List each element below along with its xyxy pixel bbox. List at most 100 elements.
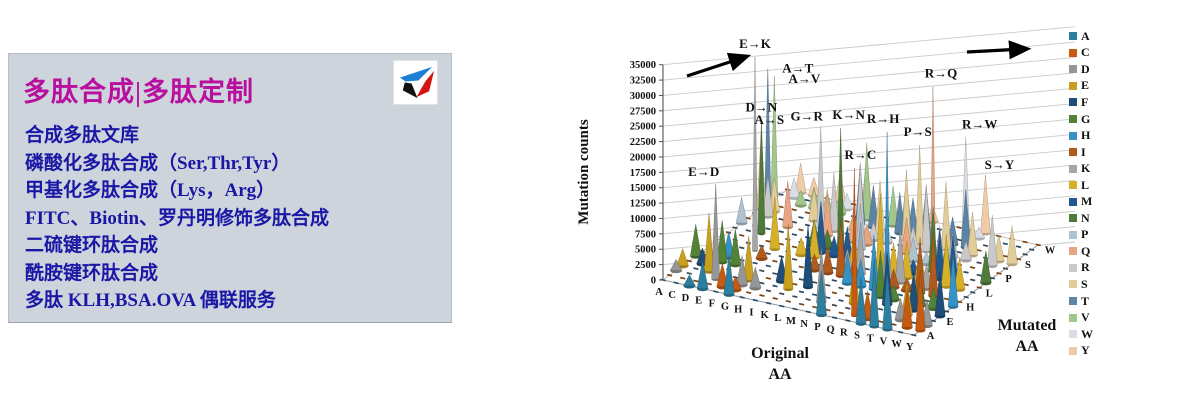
zero-cell-dash	[791, 233, 798, 236]
service-item-phosphorylated[interactable]: 磷酸化多肽合成（Ser,Thr,Tyr）	[25, 152, 291, 174]
service-item-methylated[interactable]: 甲基化多肽合成（Lys，Arg）	[25, 180, 276, 201]
legend-swatch-K	[1069, 164, 1077, 173]
service-item-fitc-biotin[interactable]: FITC、Biotin、罗丹明修饰多肽合成	[25, 207, 330, 229]
original-letter: R	[840, 328, 848, 339]
original-letter: N	[800, 319, 808, 330]
legend-swatch-I	[1069, 148, 1077, 157]
annotation-label: P→S	[904, 124, 932, 139]
gridline	[662, 133, 1076, 173]
cone	[757, 119, 766, 234]
zero-cell-dash	[989, 276, 996, 280]
legend-item-P: P	[1069, 227, 1093, 244]
service-item-klh-bsa-ova[interactable]: 多肽 KLH,BSA.OVA 偶联服务	[25, 290, 276, 311]
cone	[901, 288, 913, 328]
zero-cell-dash	[791, 208, 797, 212]
zero-cell-dash	[686, 259, 692, 263]
legend-swatch-W	[1069, 330, 1077, 339]
cone	[735, 197, 748, 224]
zero-cell-dash	[1035, 243, 1041, 247]
legend-item-L: L	[1069, 177, 1093, 194]
service-item-peptide-library[interactable]: 合成多肽文库	[25, 125, 140, 146]
zero-cell-dash	[680, 276, 686, 280]
zero-cell-dash	[845, 306, 851, 310]
legend-swatch-G	[1069, 115, 1077, 123]
zero-cell-dash	[969, 278, 976, 282]
legend-label: G	[1081, 111, 1091, 126]
original-letter: A	[655, 287, 663, 298]
zero-cell-dash	[779, 304, 785, 308]
annotation-label: R→Q	[925, 66, 958, 81]
zero-cell-dash	[746, 291, 752, 295]
zero-cell-dash	[778, 230, 784, 234]
cone	[828, 235, 841, 256]
cone	[947, 253, 959, 307]
legend-label: L	[1081, 177, 1090, 192]
y-tick-label: 22500	[630, 137, 656, 148]
service-item-disulfide-cyclic[interactable]: 二硫键环肽合成	[25, 235, 159, 256]
cone	[769, 196, 780, 250]
y-tick-label: 20000	[630, 152, 656, 163]
zero-cell-dash	[891, 310, 897, 314]
original-letter: I	[749, 307, 753, 318]
cone	[696, 260, 709, 289]
legend-item-V: V	[1069, 309, 1093, 326]
zero-cell-dash	[911, 333, 917, 337]
legend-label: P	[1081, 227, 1089, 242]
zero-cell-dash	[825, 308, 831, 312]
zero-cell-dash	[772, 272, 778, 276]
cone	[716, 220, 728, 263]
mutation-3d-chart: 0 2500 5000 7500 10000 12500 15000 17500 20000 22…	[576, 26, 1076, 383]
zero-cell-dash	[976, 286, 982, 289]
y-tick-label: 0	[651, 276, 656, 287]
zero-cell-dash	[956, 238, 962, 242]
legend-item-I: I	[1069, 144, 1093, 161]
cone	[821, 245, 834, 274]
cone	[723, 255, 735, 295]
zero-cell-dash	[805, 310, 811, 314]
service-item-amide-cyclic[interactable]: 酰胺键环肽合成	[25, 262, 159, 284]
zero-cell-dash	[963, 270, 969, 274]
cone	[703, 213, 715, 272]
mutated-letter: H	[966, 303, 974, 314]
annotation-label: K→N	[832, 107, 865, 122]
zero-cell-dash	[759, 294, 765, 297]
zero-cell-dash	[745, 229, 751, 233]
cone	[755, 244, 768, 259]
legend-label: D	[1081, 61, 1090, 76]
zero-cell-dash	[792, 307, 798, 311]
legend-swatch-N	[1069, 214, 1077, 223]
legend-swatch-A	[1069, 32, 1077, 41]
legend-item-K: K	[1069, 160, 1093, 177]
cone	[762, 176, 774, 217]
mutated-letter: E	[946, 317, 953, 328]
original-letter: H	[734, 304, 742, 315]
legend-item-D: D	[1069, 61, 1093, 78]
cone	[908, 270, 920, 311]
y-tick-labels: 0 2500 5000 7500 10000 12500 15000 17500 20000 22…	[630, 60, 663, 287]
y-tick-label: 15000	[630, 183, 656, 194]
legend-label: Q	[1081, 243, 1091, 258]
cone	[835, 219, 846, 276]
cone	[743, 235, 755, 281]
gridline	[662, 41, 1076, 81]
zero-cell-dash	[930, 319, 937, 323]
zero-cell-dash	[844, 220, 850, 223]
original-letter: Q	[827, 325, 835, 336]
original-letter: G	[721, 302, 729, 313]
mutated-letter: S	[1025, 260, 1031, 271]
legend-label: M	[1081, 194, 1093, 209]
mutated-axis-letters: AE H L P S W	[927, 246, 1056, 343]
legend-label: T	[1081, 293, 1090, 308]
y-tick-label: 32500	[630, 76, 656, 87]
original-letter: K	[761, 310, 770, 321]
y-axis-title: Mutation counts	[576, 119, 592, 225]
zero-cell-dash	[811, 293, 818, 297]
cone	[683, 274, 696, 286]
zero-cell-dash	[666, 273, 673, 277]
zero-cell-dash	[956, 226, 962, 229]
company-logo	[393, 60, 438, 105]
legend-label: N	[1081, 210, 1090, 225]
legend-swatch-V	[1069, 313, 1077, 322]
zero-cell-dash	[673, 281, 679, 285]
legend-label: Y	[1081, 343, 1090, 358]
